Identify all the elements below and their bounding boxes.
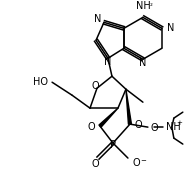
Text: O: O: [133, 158, 141, 168]
Text: P: P: [110, 140, 116, 150]
Text: O: O: [91, 159, 99, 169]
Text: O: O: [151, 123, 159, 133]
Text: O: O: [91, 81, 99, 91]
Text: N: N: [139, 58, 147, 68]
Text: N: N: [94, 14, 101, 24]
Text: NH: NH: [136, 1, 150, 11]
Text: +: +: [176, 120, 182, 126]
Text: ₂: ₂: [150, 1, 153, 7]
Polygon shape: [99, 108, 118, 127]
Text: HO: HO: [33, 77, 48, 87]
Text: −: −: [140, 158, 146, 164]
Text: O: O: [135, 120, 142, 130]
Text: N: N: [167, 23, 174, 33]
Text: O: O: [87, 122, 95, 132]
Text: N: N: [104, 57, 112, 67]
Text: NH: NH: [166, 122, 181, 132]
Polygon shape: [126, 89, 131, 124]
